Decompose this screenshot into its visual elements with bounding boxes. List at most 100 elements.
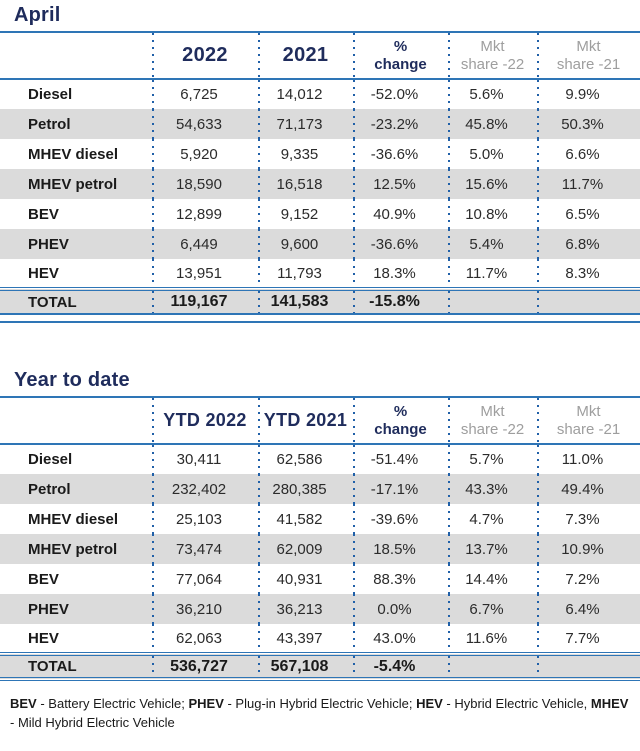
table-row: HEV 13,951 11,793 18.3% 11.7% 8.3% — [0, 259, 640, 289]
row-label: Diesel — [28, 86, 73, 103]
cell-value: 45.8% — [448, 109, 537, 139]
total-value: 119,167 — [152, 287, 258, 315]
column-header-text: YTD 2022 — [163, 409, 247, 430]
cell-value: 9,335 — [258, 139, 353, 169]
row-label: MHEV petrol — [28, 540, 118, 558]
column-header-pct-change: % change — [353, 32, 448, 80]
cell-value: 14,012 — [258, 79, 353, 109]
total-label: TOTAL — [0, 652, 152, 681]
cell-value: 18.5% — [353, 534, 448, 564]
column-header-mkt-share-22: Mkt share -22 — [448, 32, 537, 80]
cell-value: 12,899 — [152, 199, 258, 229]
cell-value: 54,633 — [152, 109, 258, 139]
cell-value: 6.5% — [537, 199, 640, 229]
column-header-text: Mkt — [480, 37, 505, 55]
footnote-acronym: PHEV — [188, 696, 224, 711]
cell-value: 6,725 — [152, 79, 258, 109]
cell-value: 30,411 — [152, 444, 258, 474]
cell-value: 6.4% — [537, 594, 640, 624]
column-header-mkt-share-21: Mkt share -21 — [537, 397, 640, 445]
table-row: MHEV diesel 5,920 9,335 -36.6% 5.0% 6.6% — [0, 139, 640, 169]
row-label: PHEV — [28, 600, 69, 618]
cell-value: 7.7% — [537, 624, 640, 654]
total-value: -15.8% — [353, 287, 448, 315]
row-label: HEV — [28, 264, 59, 282]
cell-value: 12.5% — [353, 169, 448, 199]
row-label: Petrol — [28, 480, 71, 498]
row-label: PHEV — [28, 235, 69, 253]
table-row: Diesel 30,411 62,586 -51.4% 5.7% 11.0% — [0, 444, 640, 474]
column-header-ytd-2022: YTD 2022 — [152, 397, 258, 445]
table-row: MHEV petrol 73,474 62,009 18.5% 13.7% 10.9% — [0, 534, 640, 564]
column-header-text: Mkt — [576, 37, 601, 55]
header-row: YTD 2022 YTD 2021 % change Mkt share -22… — [0, 397, 640, 445]
cell-value: 9.9% — [537, 79, 640, 109]
column-header-blank — [0, 32, 152, 80]
cell-value: 11.7% — [537, 169, 640, 199]
cell-value: 40.9% — [353, 199, 448, 229]
cell-value: 36,210 — [152, 594, 258, 624]
cell-value: -52.0% — [353, 79, 448, 109]
cell-value: 4.7% — [448, 504, 537, 534]
cell-value: 16,518 — [258, 169, 353, 199]
column-header-blank — [0, 397, 152, 445]
cell-value: 18.3% — [353, 259, 448, 289]
column-header-text: share -21 — [556, 420, 621, 438]
cell-value: 10.9% — [537, 534, 640, 564]
cell-value: 280,385 — [258, 474, 353, 504]
footnote-acronym: BEV — [10, 696, 37, 711]
year-to-date-table: YTD 2022 YTD 2021 % change Mkt share -22… — [0, 396, 640, 681]
cell-value: 13,951 — [152, 259, 258, 289]
cell-value: 73,474 — [152, 534, 258, 564]
cell-value: 36,213 — [258, 594, 353, 624]
cell-value: 18,590 — [152, 169, 258, 199]
total-row: TOTAL 119,167 141,583 -15.8% — [0, 287, 640, 315]
cell-value: 43,397 — [258, 624, 353, 654]
table-row: MHEV diesel 25,103 41,582 -39.6% 4.7% 7.3% — [0, 504, 640, 534]
year-to-date-section: Year to date YTD 2022 YTD 2021 — [0, 365, 640, 681]
table-row: BEV 12,899 9,152 40.9% 10.8% 6.5% — [0, 199, 640, 229]
cell-value: 11,793 — [258, 259, 353, 289]
footnote: BEV - Battery Electric Vehicle; PHEV - P… — [10, 696, 629, 730]
cell-value: -36.6% — [353, 139, 448, 169]
column-header-text: Mkt — [576, 402, 601, 420]
cell-value: 232,402 — [152, 474, 258, 504]
column-header-mkt-share-21: Mkt share -21 — [537, 32, 640, 80]
cell-value: 6.8% — [537, 229, 640, 259]
divider-line — [0, 321, 640, 323]
column-header-text: share -22 — [460, 420, 525, 438]
column-header-text: % — [393, 37, 408, 55]
cell-value: 43.3% — [448, 474, 537, 504]
column-header-text: 2022 — [182, 43, 228, 66]
total-value: 567,108 — [258, 652, 353, 681]
row-label: MHEV diesel — [28, 510, 119, 528]
column-header-2021: 2021 — [258, 32, 353, 80]
total-label: TOTAL — [0, 287, 152, 315]
section-title-april: April — [14, 4, 61, 26]
column-header-text: change — [374, 420, 427, 438]
table-row: Petrol 232,402 280,385 -17.1% 43.3% 49.4% — [0, 474, 640, 504]
cell-value: 88.3% — [353, 564, 448, 594]
cell-value: 5.7% — [448, 444, 537, 474]
row-label: MHEV petrol — [28, 175, 118, 193]
column-header-text: share -22 — [460, 55, 525, 73]
column-header-mkt-share-22: Mkt share -22 — [448, 397, 537, 445]
april-section: April 2022 2021 % — [0, 0, 640, 323]
table-row: PHEV 36,210 36,213 0.0% 6.7% 6.4% — [0, 594, 640, 624]
cell-value: -17.1% — [353, 474, 448, 504]
column-header-text: change — [374, 55, 427, 73]
cell-value: 8.3% — [537, 259, 640, 289]
cell-value: 7.2% — [537, 564, 640, 594]
cell-value: 62,586 — [258, 444, 353, 474]
cell-value: 9,600 — [258, 229, 353, 259]
cell-value: -23.2% — [353, 109, 448, 139]
column-header-text: YTD 2021 — [263, 409, 348, 430]
row-label: BEV — [28, 205, 59, 223]
cell-value: 5.6% — [448, 79, 537, 109]
cell-value: -36.6% — [353, 229, 448, 259]
total-value: 536,727 — [152, 652, 258, 681]
footnote-acronym: MHEV — [590, 696, 629, 711]
cell-value: 11.7% — [448, 259, 537, 289]
row-label: HEV — [28, 629, 59, 647]
cell-value: 7.3% — [537, 504, 640, 534]
